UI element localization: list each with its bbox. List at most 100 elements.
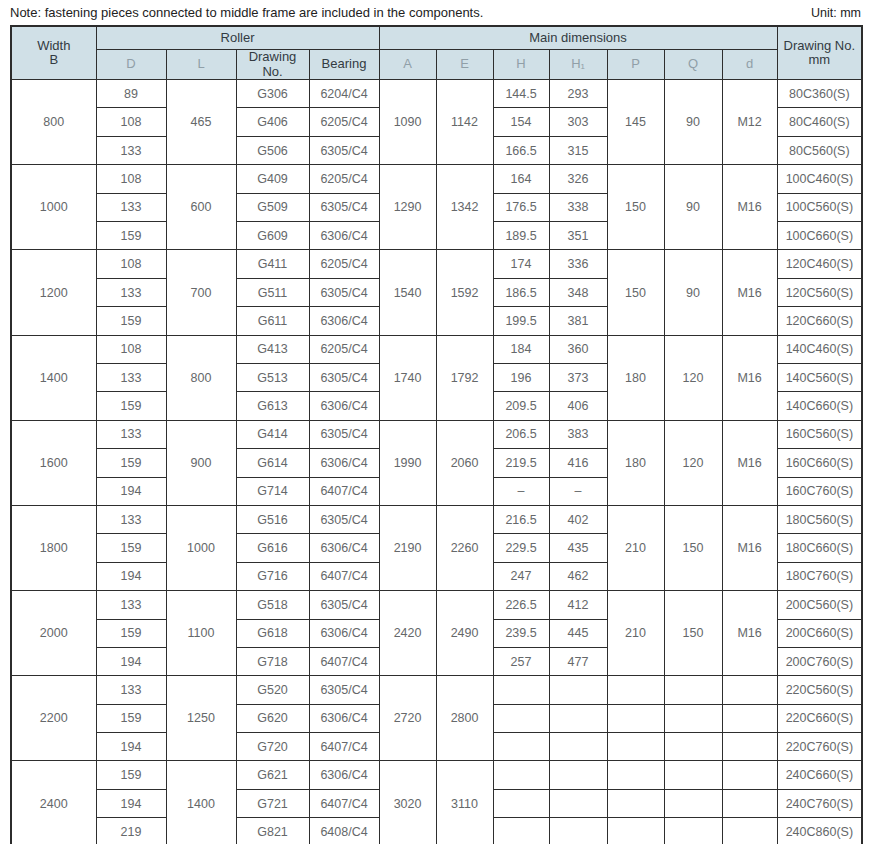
cell-roller-l: 700 [166, 250, 236, 335]
header-width-b: Width B [11, 26, 96, 80]
cell-roller-d: 133 [96, 505, 166, 533]
cell-roller-bearing: 6306/C4 [309, 704, 379, 732]
cell-dim-p: 150 [607, 165, 664, 250]
cell-dim-h1 [549, 818, 607, 844]
cell-dim-h: 216.5 [493, 505, 549, 533]
table-row: 18001331000G5166305/C421902260216.540221… [11, 505, 862, 533]
cell-roller-bearing: 6306/C4 [309, 619, 379, 647]
table-row: 20001331100G5186305/C424202490226.541221… [11, 591, 862, 619]
table-row: 24001591400G6216306/C430203110240C660(S) [11, 761, 862, 789]
cell-dim-h: 206.5 [493, 420, 549, 448]
cell-dim-h: 219.5 [493, 449, 549, 477]
cell-roller-d: 108 [96, 335, 166, 363]
cell-drawing-no-mm: 140C460(S) [777, 335, 862, 363]
cell-roller-drawing-no: G413 [236, 335, 309, 363]
cell-dim-h [493, 761, 549, 789]
cell-dim-h1: 338 [549, 193, 607, 221]
cell-dim-a: 1290 [379, 165, 436, 250]
cell-dim-a: 2720 [379, 676, 436, 761]
cell-roller-bearing: 6305/C4 [309, 505, 379, 533]
cell-roller-drawing-no: G614 [236, 449, 309, 477]
cell-dim-h [493, 789, 549, 817]
cell-dim-a: 2420 [379, 591, 436, 676]
cell-drawing-no-mm: 140C660(S) [777, 392, 862, 420]
topbar: Note: fastening pieces connected to midd… [10, 5, 861, 20]
cell-width-b: 1800 [11, 505, 96, 590]
cell-dim-h: 186.5 [493, 278, 549, 306]
cell-drawing-no-mm: 100C560(S) [777, 193, 862, 221]
cell-width-b: 2200 [11, 676, 96, 761]
cell-roller-d: 159 [96, 534, 166, 562]
catalog-page: Note: fastening pieces connected to midd… [0, 0, 870, 844]
cell-dim-d: M16 [722, 165, 777, 250]
table-header: Width B Roller Main dimensions Drawing N… [11, 26, 862, 80]
cell-drawing-no-mm: 200C760(S) [777, 647, 862, 675]
cell-dim-h [493, 733, 549, 761]
cell-dim-h [493, 818, 549, 844]
cell-dim-a: 1740 [379, 335, 436, 420]
cell-dim-h [493, 704, 549, 732]
cell-roller-l: 900 [166, 420, 236, 505]
cell-dim-h1 [549, 733, 607, 761]
cell-dim-e: 1142 [436, 80, 493, 165]
cell-dim-h1: 348 [549, 278, 607, 306]
cell-roller-d: 133 [96, 676, 166, 704]
cell-dim-e: 2490 [436, 591, 493, 676]
cell-roller-bearing: 6305/C4 [309, 136, 379, 164]
cell-dim-a: 3020 [379, 761, 436, 844]
cell-dim-h: 247 [493, 562, 549, 590]
cell-roller-drawing-no: G821 [236, 818, 309, 844]
cell-roller-drawing-no: G518 [236, 591, 309, 619]
header-d-thread: d [722, 50, 777, 80]
cell-drawing-no-mm: 100C460(S) [777, 165, 862, 193]
cell-dim-q: 150 [664, 505, 722, 590]
table-row: 1600133900G4146305/C419902060206.5383180… [11, 420, 862, 448]
cell-roller-drawing-no: G520 [236, 676, 309, 704]
cell-width-b: 1200 [11, 250, 96, 335]
cell-roller-l: 800 [166, 335, 236, 420]
cell-drawing-no-mm: 180C760(S) [777, 562, 862, 590]
cell-dim-h1 [549, 676, 607, 704]
cell-roller-d: 159 [96, 222, 166, 250]
cell-roller-l: 1250 [166, 676, 236, 761]
cell-dim-d: M12 [722, 80, 777, 165]
cell-dim-h: 189.5 [493, 222, 549, 250]
cell-drawing-no-mm: 240C760(S) [777, 789, 862, 817]
cell-dim-h1: 326 [549, 165, 607, 193]
cell-roller-d: 133 [96, 591, 166, 619]
cell-dim-q: 90 [664, 250, 722, 335]
cell-dim-h1: 445 [549, 619, 607, 647]
header-drawing-no-mm: Drawing No. mm [777, 26, 862, 80]
cell-roller-bearing: 6205/C4 [309, 108, 379, 136]
cell-dim-a: 1990 [379, 420, 436, 505]
cell-dim-h: 239.5 [493, 619, 549, 647]
cell-dim-h [493, 676, 549, 704]
cell-dim-h1: 416 [549, 449, 607, 477]
cell-roller-d: 108 [96, 165, 166, 193]
cell-drawing-no-mm: 240C660(S) [777, 761, 862, 789]
cell-dim-h: 199.5 [493, 307, 549, 335]
cell-roller-d: 194 [96, 789, 166, 817]
cell-dim-d [722, 704, 777, 732]
cell-dim-q [664, 733, 722, 761]
cell-dim-h: 184 [493, 335, 549, 363]
cell-dim-h1: 412 [549, 591, 607, 619]
cell-roller-drawing-no: G411 [236, 250, 309, 278]
cell-roller-drawing-no: G506 [236, 136, 309, 164]
cell-roller-bearing: 6305/C4 [309, 420, 379, 448]
cell-dim-q [664, 676, 722, 704]
cell-dim-d: M16 [722, 591, 777, 676]
cell-dim-h1 [549, 704, 607, 732]
table-row: 22001331250G5206305/C427202800220C560(S) [11, 676, 862, 704]
cell-dim-h: 174 [493, 250, 549, 278]
cell-roller-bearing: 6305/C4 [309, 676, 379, 704]
cell-dim-q [664, 789, 722, 817]
cell-roller-drawing-no: G620 [236, 704, 309, 732]
cell-roller-drawing-no: G621 [236, 761, 309, 789]
cell-drawing-no-mm: 80C460(S) [777, 108, 862, 136]
cell-width-b: 1400 [11, 335, 96, 420]
cell-dim-h1: 477 [549, 647, 607, 675]
cell-roller-bearing: 6407/C4 [309, 789, 379, 817]
cell-roller-bearing: 6306/C4 [309, 392, 379, 420]
note-text: Note: fastening pieces connected to midd… [10, 5, 483, 20]
